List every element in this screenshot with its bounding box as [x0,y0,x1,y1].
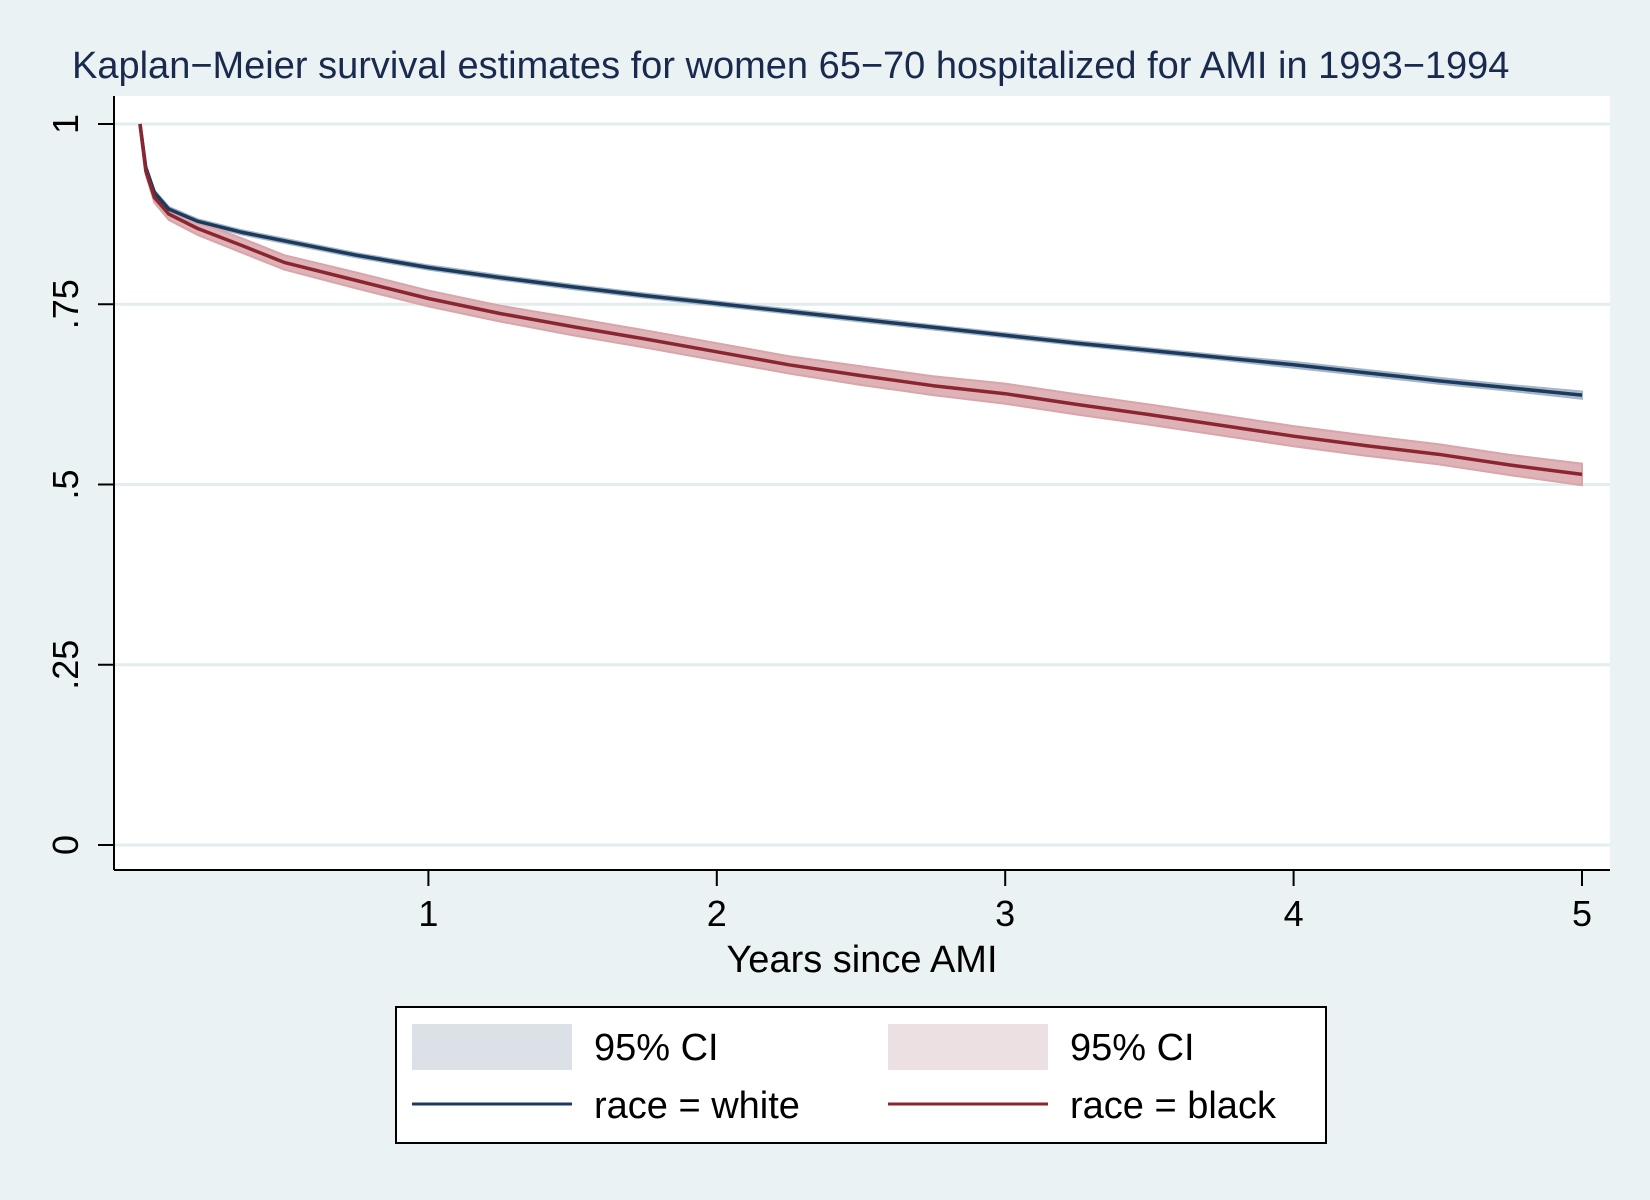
series-line-black [138,123,1583,477]
x-tick-label: 2 [707,893,727,934]
series-line-white [138,123,1583,397]
y-tick-label: .75 [45,279,86,329]
y-tick-label: .5 [45,469,86,499]
y-tick-label: 0 [45,835,86,855]
legend-label-ci-black: 95% CI [1070,1027,1195,1069]
x-axis-title: Years since AMI [726,939,997,981]
x-tick-label: 4 [1284,893,1304,934]
legend-label-white: race = white [594,1085,800,1127]
legend-swatch-ci-white [412,1024,572,1070]
legend-swatch-ci-black [888,1024,1048,1070]
x-axis-ticks: 1 2 3 4 5 [418,870,1592,934]
legend-label-black: race = black [1070,1085,1277,1127]
y-axis-ticks: 0 .25 .5 .75 1 [45,114,114,855]
grid-lines [114,122,1610,847]
chart-title: Kaplan−Meier survival estimates for wome… [72,45,1509,87]
legend-label-ci-white: 95% CI [594,1027,719,1069]
ci-band-black [139,123,1583,487]
y-tick-label: .25 [45,640,86,690]
survival-lines [138,123,1583,477]
legend: 95% CI 95% CI race = white race = black [395,1006,1327,1144]
x-tick-label: 3 [995,893,1015,934]
y-tick-label: 1 [45,114,86,134]
x-tick-label: 5 [1572,893,1592,934]
x-tick-label: 1 [418,893,438,934]
